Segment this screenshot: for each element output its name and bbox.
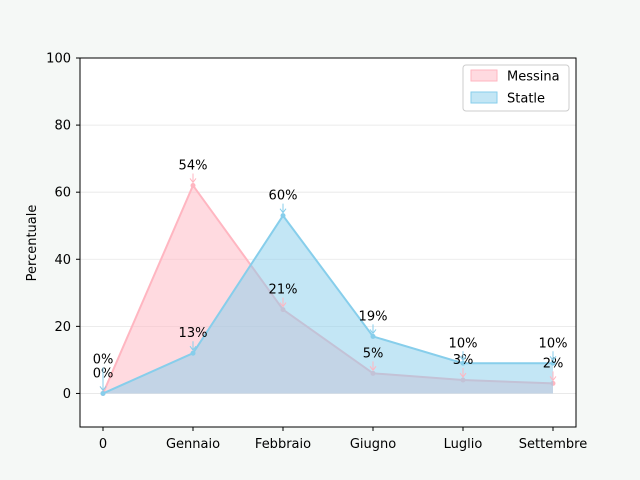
point-statle <box>460 360 466 366</box>
line-statle <box>102 213 553 395</box>
series-layer <box>100 182 556 396</box>
annotation-arrowhead <box>279 302 287 308</box>
y-tick-label: 20 <box>54 320 71 335</box>
x-tick-label: Settembre <box>519 437 587 452</box>
annotation-messina: 21% <box>269 283 298 298</box>
legend-swatch <box>470 69 498 82</box>
x-tick-label: Gennaio <box>166 437 220 452</box>
y-tick-label: 100 <box>46 52 71 67</box>
annotation-arrowhead <box>459 372 467 378</box>
point-statle <box>550 360 556 366</box>
point-statle <box>190 350 196 356</box>
annotation-statle: 13% <box>179 326 208 341</box>
annotation-arrowhead <box>459 355 467 362</box>
annotations: 0%54%21%5% 3% 2%0%13%60%19%10% 10% <box>93 158 568 392</box>
plot-frame <box>79 57 577 428</box>
x-tick-label: Giugno <box>350 437 396 452</box>
annotation-statle: 0% <box>93 352 114 367</box>
legend: Messina Statle <box>462 64 570 112</box>
annotation-statle: 10% <box>449 336 478 351</box>
legend-label: Messina <box>507 70 560 85</box>
x-tick-label: 0 <box>99 437 107 452</box>
legend-label: Statle <box>507 92 545 107</box>
legend-swatch <box>470 91 498 104</box>
annotation-messina: 54% <box>179 158 208 173</box>
point-statle <box>370 333 376 339</box>
y-axis-title: Percentuale <box>25 205 40 282</box>
annotation-arrowhead <box>189 345 197 352</box>
annotation-arrowhead <box>189 178 197 184</box>
point-messina <box>190 182 196 188</box>
annotation-arrowhead <box>549 355 557 362</box>
y-tick-label: 60 <box>54 186 71 201</box>
point-statle <box>280 213 286 219</box>
annotation-messina: 2% <box>543 356 564 371</box>
point-statle <box>100 390 106 396</box>
area-statle <box>103 215 553 394</box>
x-axis: 0 Gennaio Febbraio Giugno Luglio Settembre <box>99 427 587 452</box>
x-tick-label: Febbraio <box>255 437 311 452</box>
y-tick-label: 80 <box>54 119 71 134</box>
annotation-statle: 10% <box>539 336 568 351</box>
annotation-arrowhead <box>99 386 107 392</box>
annotation-arrowhead <box>369 329 377 335</box>
annotation-statle: 60% <box>269 189 298 204</box>
y-tick-label: 0 <box>63 387 71 402</box>
annotation-arrowhead <box>549 376 557 382</box>
x-tick-label: Luglio <box>444 437 483 452</box>
annotation-messina: 5% <box>363 346 384 361</box>
annotation-statle: 19% <box>359 309 388 324</box>
annotation-arrowhead <box>369 366 377 372</box>
series-statle <box>100 213 556 396</box>
y-tick-label: 40 <box>54 253 71 268</box>
annotation-arrowhead <box>279 208 287 214</box>
y-axis: 0 20 40 60 80 100 <box>46 52 80 402</box>
